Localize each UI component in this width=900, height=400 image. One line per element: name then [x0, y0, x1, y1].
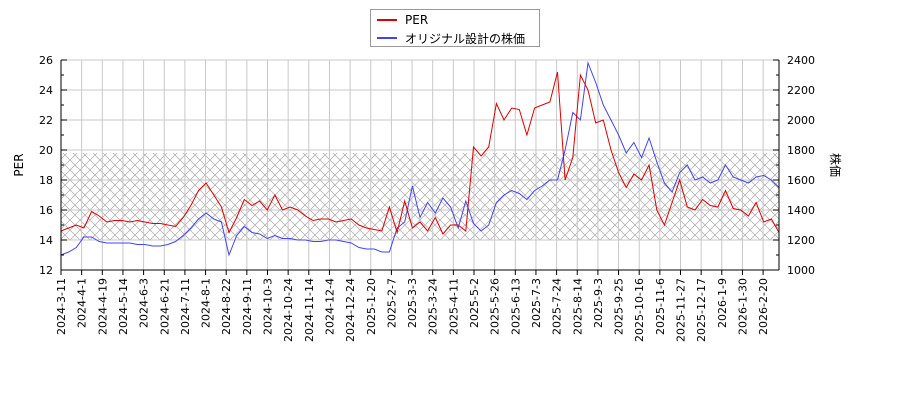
y-axis-right-ticks: 1000 1200 1400 1600 1800 2000 2200 2400	[773, 54, 815, 277]
x-tick-label: 2025-3-3	[406, 278, 419, 328]
y-axis-left-title: PER	[12, 153, 26, 176]
y-tick-label-right: 1000	[787, 264, 815, 277]
x-tick-label: 2025-9-3	[592, 278, 605, 328]
x-tick-label: 2024-8-22	[220, 278, 233, 335]
y-tick-label-left: 18	[39, 174, 53, 187]
x-tick-label: 2024-6-3	[138, 278, 151, 328]
x-tick-label: 2025-8-14	[571, 278, 584, 335]
legend-item-price: オリジナル設計の株価	[371, 29, 525, 47]
x-tick-label: 2025-5-26	[489, 278, 502, 335]
legend-item-per: PER	[371, 11, 428, 29]
x-tick-label: 2026-2-20	[757, 278, 770, 335]
y-tick-label-left: 12	[39, 264, 53, 277]
y-tick-label-right: 1800	[787, 144, 815, 157]
x-tick-label: 2024-10-24	[282, 278, 295, 342]
x-tick-label: 2025-10-16	[633, 278, 646, 342]
per-line	[60, 71, 780, 235]
grid-lines	[61, 59, 779, 270]
x-tick-label: 2025-11-6	[654, 278, 667, 335]
x-tick-label: 2024-9-11	[241, 278, 254, 335]
y-tick-label-left: 26	[39, 54, 53, 67]
x-tick-label: 2025-3-24	[427, 278, 440, 335]
y-tick-label-right: 2200	[787, 84, 815, 97]
x-tick-label: 2025-2-7	[385, 278, 398, 328]
legend: PER オリジナル設計の株価	[370, 9, 540, 47]
x-tick-label: 2025-5-2	[468, 278, 481, 328]
x-tick-label: 2024-12-24	[344, 278, 357, 342]
y-axis-right-title: 株価	[828, 153, 843, 177]
x-tick-label: 2024-4-19	[96, 278, 109, 335]
legend-label-per: PER	[405, 13, 429, 27]
y-tick-label-right: 2000	[787, 114, 815, 127]
shaded-band	[61, 153, 779, 240]
x-tick-label: 2024-11-14	[303, 278, 316, 342]
x-tick-label: 2024-8-1	[200, 278, 213, 328]
x-tick-label: 2024-6-21	[158, 278, 171, 335]
x-tick-label: 2025-7-24	[551, 278, 564, 335]
x-tick-label: 2025-1-20	[365, 278, 378, 335]
x-axis-ticks: 2024-3-11 2024-4-1 2024-4-19 2024-5-14 2024-…	[55, 270, 770, 342]
x-tick-label: 2025-7-3	[530, 278, 543, 328]
x-tick-label: 2025-12-17	[695, 278, 708, 342]
x-tick-label: 2026-1-9	[716, 278, 729, 328]
series-group	[60, 61, 780, 257]
x-tick-label: 2024-4-1	[76, 278, 89, 328]
legend-label-price: オリジナル設計の株価	[405, 31, 526, 46]
y-tick-label-left: 16	[39, 204, 53, 217]
price-line	[60, 61, 780, 257]
x-tick-label: 2025-4-11	[447, 278, 460, 335]
y-tick-label-left: 22	[39, 114, 53, 127]
y-tick-label-right: 1400	[787, 204, 815, 217]
y-axis-left-ticks: 12 14 16 18 20 22 24 26	[39, 54, 67, 277]
x-tick-label: 2024-3-11	[55, 278, 68, 335]
x-tick-label: 2025-9-25	[613, 278, 626, 335]
y-tick-label-right: 2400	[787, 54, 815, 67]
y-tick-label-right: 1200	[787, 234, 815, 247]
legend-swatch-per	[377, 19, 397, 21]
x-tick-label: 2024-10-3	[262, 278, 275, 335]
x-tick-label: 2024-12-4	[323, 278, 336, 335]
x-tick-label: 2025-6-13	[509, 278, 522, 335]
x-tick-label: 2024-5-14	[117, 278, 130, 335]
y-tick-label-left: 24	[39, 84, 53, 97]
x-tick-label: 2024-7-11	[179, 278, 192, 335]
y-tick-label-left: 14	[39, 234, 53, 247]
legend-swatch-price	[377, 37, 397, 39]
y-tick-label-right: 1600	[787, 174, 815, 187]
x-tick-label: 2025-11-27	[675, 278, 688, 342]
x-tick-label: 2026-1-30	[736, 278, 749, 335]
y-tick-label-left: 20	[39, 144, 53, 157]
